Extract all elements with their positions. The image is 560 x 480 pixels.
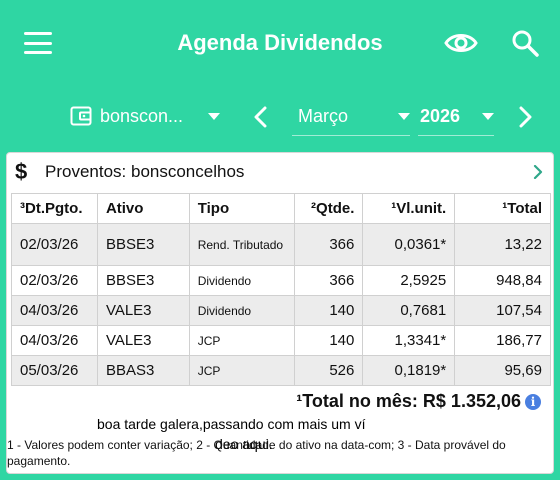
wallet-select[interactable]: bonscon... xyxy=(70,100,220,132)
column-header-date: ³Dt.Pgto. xyxy=(11,193,98,224)
caption-line-1: boa tarde galera,passando com mais um ví xyxy=(97,416,366,432)
table-header-row: ³Dt.Pgto. Ativo Tipo ²Qtde. ¹Vl.unit. ¹T… xyxy=(11,193,551,224)
cell-tipo: JCP xyxy=(188,355,296,386)
cell-total: 95,69 xyxy=(454,355,551,386)
cell-tipo: JCP xyxy=(188,325,296,356)
wallet-label: bonscon... xyxy=(100,105,184,126)
previous-month-button[interactable] xyxy=(252,106,270,128)
cell-ativo: BBSE3 xyxy=(96,265,190,296)
month-select[interactable]: Março xyxy=(292,100,410,136)
wallet-icon xyxy=(70,106,92,126)
search-icon[interactable] xyxy=(510,28,540,58)
cell-total: 107,54 xyxy=(454,295,551,326)
app-bar: Agenda Dividendos xyxy=(0,0,560,88)
year-label: 2026 xyxy=(420,105,461,126)
cell-ativo: BBSE3 xyxy=(96,223,190,266)
column-header-vlunit: ¹Vl.unit. xyxy=(362,193,456,224)
chevron-down-icon xyxy=(482,112,494,120)
cell-vlunit: 2,5925 xyxy=(362,265,456,296)
column-header-ativo: Ativo xyxy=(96,193,190,224)
cell-total: 186,77 xyxy=(454,325,551,356)
cell-date: 05/03/26 xyxy=(11,355,98,386)
cell-total: 948,84 xyxy=(454,265,551,296)
footnote: 1 - Valores podem conter variação; 2 - Q… xyxy=(7,438,506,468)
cell-vlunit: 1,3341* xyxy=(362,325,456,356)
card-header[interactable]: $ Proventos: bonsconcelhos xyxy=(7,153,553,191)
table-row[interactable]: 05/03/26 BBAS3 JCP 526 0,1819* 95,69 xyxy=(11,355,551,386)
chevron-down-icon xyxy=(208,112,220,120)
card-title: Proventos: bonsconcelhos xyxy=(45,162,245,181)
table-row[interactable]: 02/03/26 BBSE3 Rend. Tributado 366 0,036… xyxy=(11,223,551,266)
app-title: Agenda Dividendos xyxy=(177,30,383,55)
cell-date: 04/03/26 xyxy=(11,295,98,326)
table-row[interactable]: 04/03/26 VALE3 Dividendo 140 0,7681 107,… xyxy=(11,295,551,326)
cell-qtde: 366 xyxy=(294,265,364,296)
cell-date: 02/03/26 xyxy=(11,265,98,296)
monthly-total: ¹Total no mês: R$ 1.352,06 i xyxy=(296,391,541,412)
video-caption-overlay: boa tarde galera,passando com mais um ví… xyxy=(97,414,437,454)
dollar-icon: $ xyxy=(15,159,28,184)
cell-ativo: VALE3 xyxy=(96,295,190,326)
cell-qtde: 366 xyxy=(294,223,364,266)
cell-tipo: Dividendo xyxy=(188,265,296,296)
year-select[interactable]: 2026 xyxy=(418,100,494,136)
cell-ativo: BBAS3 xyxy=(96,355,190,386)
proventos-card: $ Proventos: bonsconcelhos ³Dt.Pgto. Ati… xyxy=(6,152,554,474)
cell-qtde: 140 xyxy=(294,325,364,356)
cell-vlunit: 0,1819* xyxy=(362,355,456,386)
column-header-tipo: Tipo xyxy=(188,193,296,224)
cell-vlunit: 0,7681 xyxy=(362,295,456,326)
menu-icon[interactable] xyxy=(24,32,52,54)
month-label: Março xyxy=(298,105,349,126)
caption-line-2: deo aqui. xyxy=(215,436,273,452)
cell-qtde: 140 xyxy=(294,295,364,326)
column-header-qtde: ²Qtde. xyxy=(294,193,364,224)
chevron-down-icon xyxy=(398,112,410,120)
filter-bar: bonscon... Março 2026 xyxy=(0,88,560,144)
cell-ativo: VALE3 xyxy=(96,325,190,356)
table-row[interactable]: 04/03/26 VALE3 JCP 140 1,3341* 186,77 xyxy=(11,325,551,356)
cell-date: 02/03/26 xyxy=(11,223,98,266)
next-month-button[interactable] xyxy=(516,106,534,128)
cell-date: 04/03/26 xyxy=(11,325,98,356)
chevron-right-icon[interactable] xyxy=(533,165,543,179)
dividends-table: ³Dt.Pgto. Ativo Tipo ²Qtde. ¹Vl.unit. ¹T… xyxy=(11,193,551,386)
table-row[interactable]: 02/03/26 BBSE3 Dividendo 366 2,5925 948,… xyxy=(11,265,551,296)
cell-vlunit: 0,0361* xyxy=(362,223,456,266)
cell-total: 13,22 xyxy=(454,223,551,266)
monthly-total-label: ¹Total no mês: R$ 1.352,06 xyxy=(296,391,521,411)
cell-tipo: Rend. Tributado xyxy=(188,223,296,266)
column-header-total: ¹Total xyxy=(454,193,551,224)
cell-tipo: Dividendo xyxy=(188,295,296,326)
eye-icon[interactable] xyxy=(444,30,478,56)
info-icon[interactable]: i xyxy=(525,393,541,410)
cell-qtde: 526 xyxy=(294,355,364,386)
